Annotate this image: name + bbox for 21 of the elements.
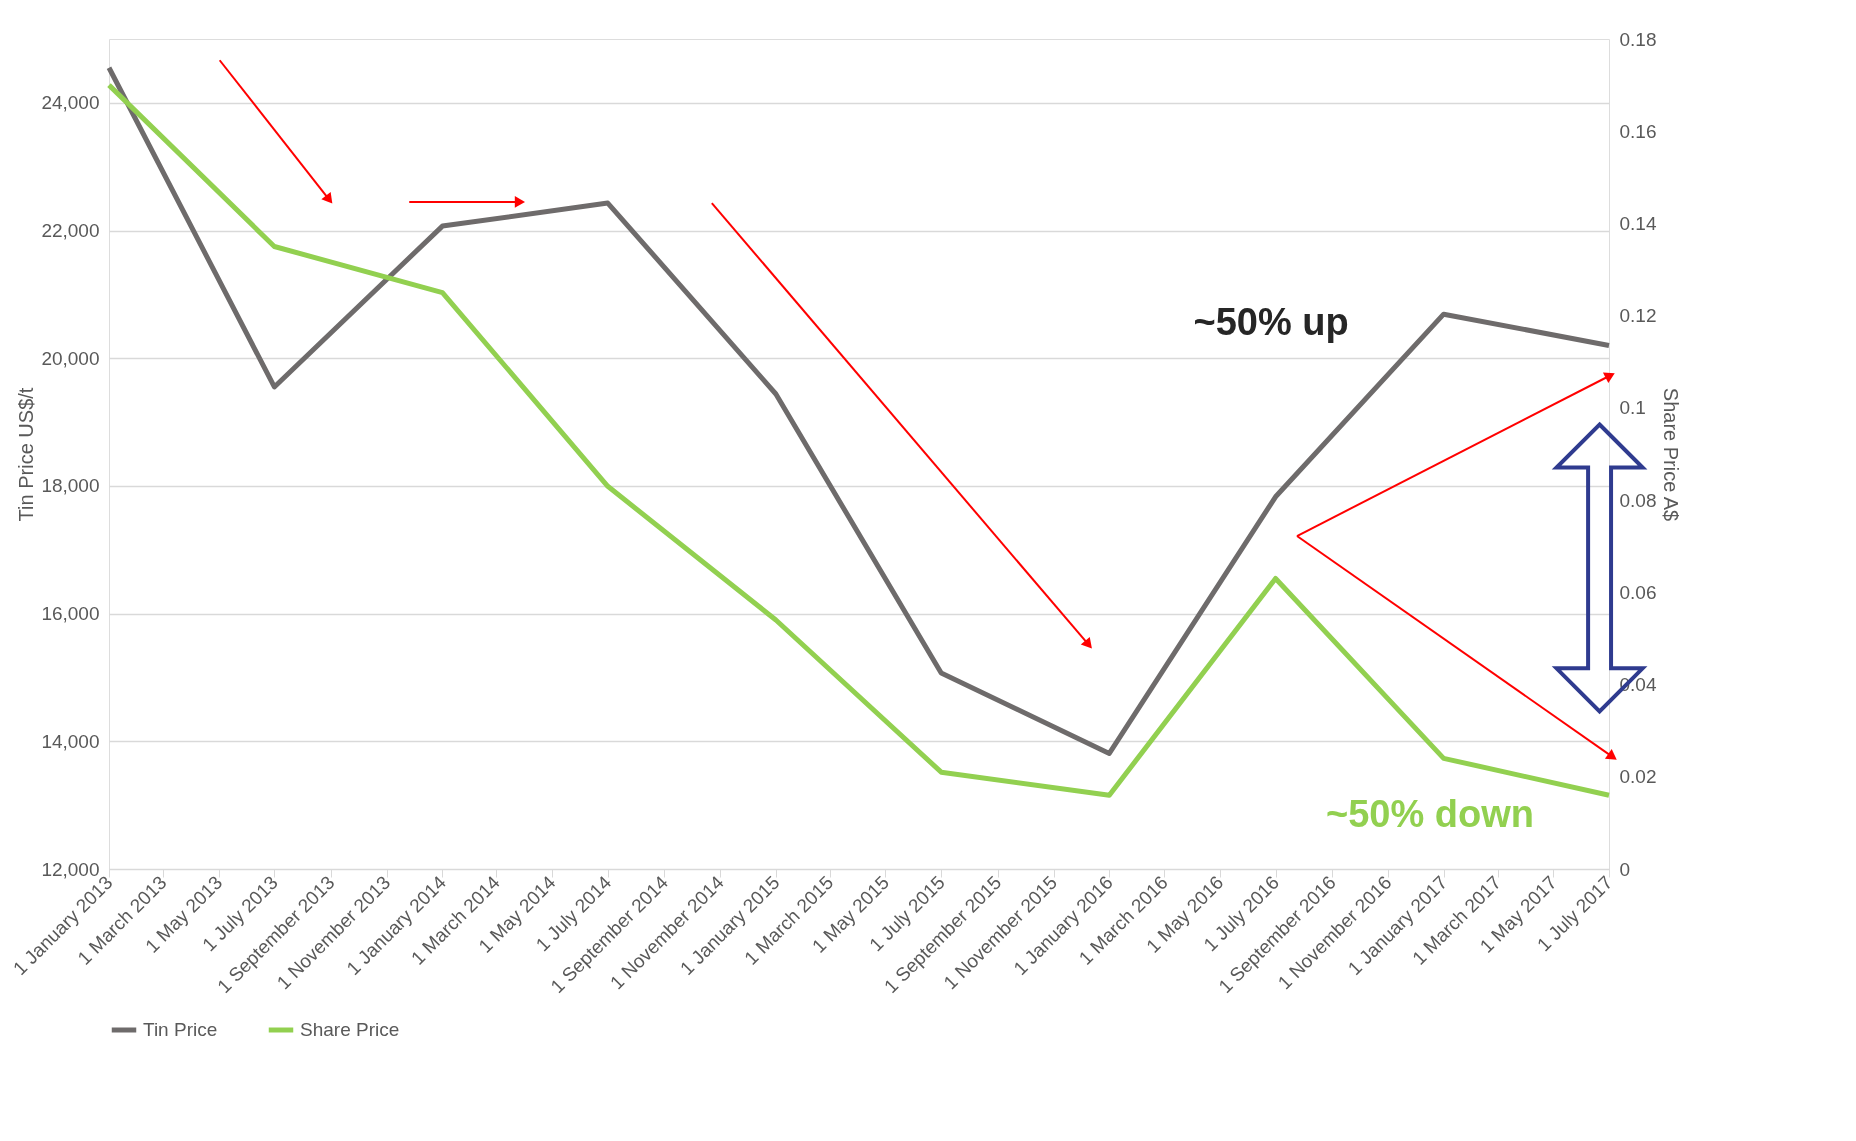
annotation: ~50% up [1193, 300, 1349, 343]
y-tick-label: 16,000 [41, 603, 100, 625]
y-tick-label: 22,000 [41, 220, 100, 242]
y2-tick-label: 0.16 [1619, 120, 1657, 142]
legend-label: Share Price [300, 1019, 400, 1040]
y2-tick-label: 0.14 [1619, 212, 1657, 234]
y2-tick-label: 0.02 [1619, 766, 1657, 788]
legend-label: Tin Price [143, 1019, 218, 1040]
y2-tick-label: 0 [1619, 858, 1631, 880]
y-axis-title: Tin Price US$/t [15, 387, 38, 522]
y2-tick-label: 0.1 [1619, 397, 1646, 419]
y-tick-label: 20,000 [41, 347, 100, 369]
annotation: ~50% down [1326, 792, 1535, 835]
y-tick-label: 18,000 [41, 475, 100, 497]
y2-tick-label: 0.12 [1619, 305, 1657, 327]
y-tick-label: 24,000 [41, 92, 100, 114]
y2-axis-title: Share Price A$ [1660, 387, 1683, 522]
y2-tick-label: 0.06 [1619, 581, 1657, 603]
y-tick-label: 14,000 [41, 730, 100, 752]
y2-tick-label: 0.18 [1619, 28, 1657, 50]
y2-tick-label: 0.08 [1619, 489, 1657, 511]
